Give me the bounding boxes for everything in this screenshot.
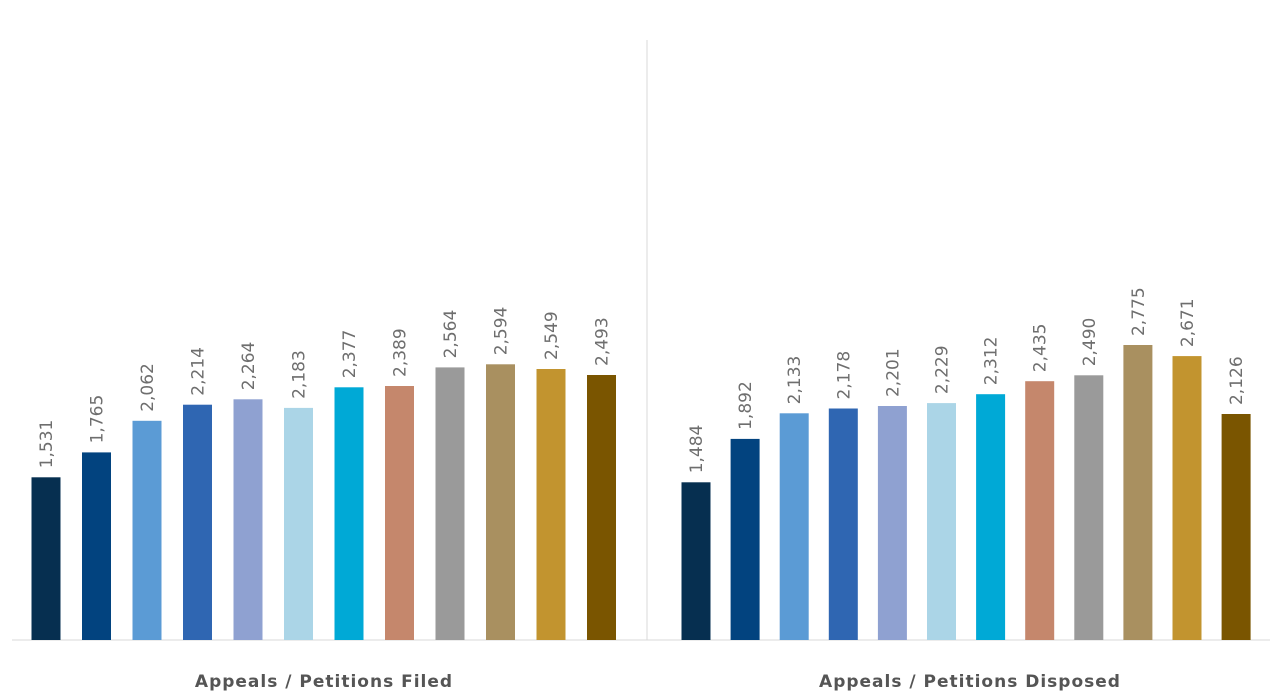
value-label-disposed-11: 2,671 — [1178, 298, 1198, 347]
bar-filed-3 — [132, 420, 162, 640]
value-label-filed-9: 2,564 — [441, 310, 461, 359]
value-label-disposed-5: 2,201 — [883, 348, 903, 397]
value-label-filed-4: 2,214 — [189, 347, 209, 396]
value-label-filed-12: 2,493 — [593, 317, 613, 366]
value-label-disposed-6: 2,229 — [933, 345, 953, 394]
bar-disposed-5 — [877, 406, 907, 640]
group-label-disposed: Appeals / Petitions Disposed — [819, 672, 1121, 692]
value-label-disposed-10: 2,775 — [1129, 287, 1149, 336]
bar-disposed-12 — [1221, 414, 1251, 640]
bars-appeals-filed: 1,531 1,765 2,062 2,214 2,264 2,183 2,377 2,389… — [31, 307, 616, 640]
bar-filed-9 — [435, 367, 465, 640]
bar-filed-2 — [82, 452, 111, 640]
bar-disposed-4 — [828, 408, 858, 640]
value-label-filed-2: 1,765 — [88, 395, 108, 444]
bar-disposed-8 — [1025, 381, 1055, 640]
bar-filed-11 — [536, 369, 566, 640]
value-label-filed-3: 2,062 — [138, 363, 158, 412]
value-label-filed-6: 2,183 — [290, 350, 310, 399]
bar-disposed-7 — [976, 394, 1006, 640]
bar-disposed-6 — [927, 403, 956, 640]
bar-filed-10 — [486, 364, 515, 640]
bar-disposed-1 — [681, 482, 711, 640]
bar-disposed-11 — [1172, 356, 1202, 640]
bar-filed-4 — [183, 404, 212, 640]
bar-filed-7 — [334, 387, 364, 640]
bar-disposed-3 — [779, 413, 809, 640]
bar-filed-6 — [284, 407, 313, 640]
bar-disposed-10 — [1123, 345, 1153, 640]
value-label-filed-11: 2,549 — [542, 311, 562, 360]
bar-filed-12 — [587, 375, 616, 640]
value-label-disposed-1: 1,484 — [687, 425, 707, 474]
value-label-filed-10: 2,594 — [492, 307, 512, 356]
value-label-disposed-2: 1,892 — [736, 381, 756, 430]
value-label-disposed-12: 2,126 — [1227, 356, 1247, 405]
bar-filed-1 — [31, 477, 61, 640]
value-label-filed-5: 2,264 — [239, 342, 259, 391]
value-label-filed-8: 2,389 — [391, 328, 411, 377]
bar-disposed-9 — [1074, 375, 1104, 640]
value-label-disposed-9: 2,490 — [1080, 318, 1100, 367]
value-label-disposed-7: 2,312 — [982, 337, 1002, 386]
bar-disposed-2 — [730, 438, 760, 640]
bars-appeals-disposed: 1,484 1,892 2,133 2,178 2,201 2,229 2,312 2,435… — [681, 287, 1251, 640]
value-label-filed-1: 1,531 — [37, 420, 57, 469]
value-label-disposed-3: 2,133 — [785, 356, 805, 405]
value-label-disposed-4: 2,178 — [834, 351, 854, 400]
value-label-disposed-8: 2,435 — [1031, 324, 1051, 373]
value-label-filed-7: 2,377 — [340, 330, 360, 379]
bar-filed-5 — [233, 399, 263, 640]
bar-filed-8 — [385, 386, 414, 640]
group-label-filed: Appeals / Petitions Filed — [195, 672, 453, 692]
